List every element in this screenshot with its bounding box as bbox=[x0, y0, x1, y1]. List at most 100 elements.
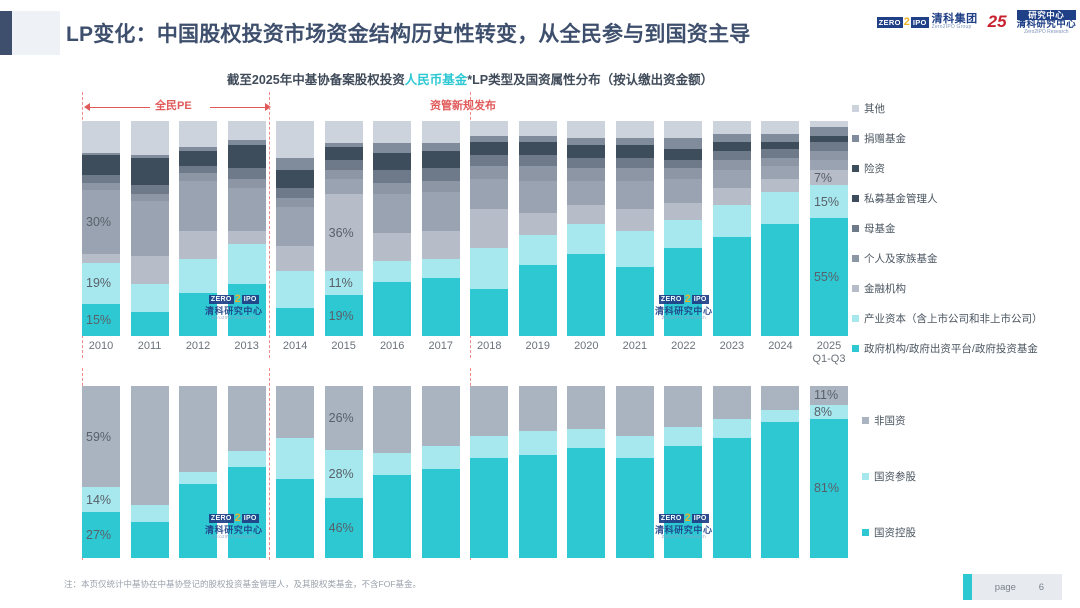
bar-segment: 11% bbox=[324, 271, 363, 296]
bar-2015: 36% 11% 19% bbox=[324, 121, 363, 336]
bar-2017 bbox=[421, 386, 460, 558]
legend-swatch-icon bbox=[852, 314, 859, 322]
x-tick-2022: 2022 bbox=[671, 340, 696, 352]
legend-item[interactable]: 捐赠基金 bbox=[852, 123, 1080, 153]
bar-segment bbox=[615, 157, 654, 169]
legend-swatch-icon bbox=[852, 254, 859, 262]
legend-item[interactable]: 金融机构 bbox=[852, 273, 1080, 303]
bar-segment bbox=[615, 458, 654, 558]
bar-segment bbox=[276, 187, 315, 199]
bar-segment bbox=[615, 267, 654, 336]
bar-segment bbox=[567, 168, 606, 182]
bar-segment-label: 7% bbox=[813, 170, 833, 185]
bar-segment bbox=[470, 142, 509, 156]
bar-segment: 81% bbox=[809, 418, 848, 558]
bar-2016 bbox=[373, 121, 412, 336]
watermark-name-cn: 清科研究中心 bbox=[655, 525, 713, 535]
bar-segment bbox=[373, 194, 412, 233]
legend-swatch-icon bbox=[862, 528, 869, 536]
bar-segment-label: 30% bbox=[86, 215, 112, 230]
bar-segment bbox=[664, 427, 703, 447]
bar-segment bbox=[82, 174, 120, 184]
bar-segment-label: 8% bbox=[813, 404, 833, 419]
bar-segment bbox=[470, 209, 509, 248]
bar-segment bbox=[421, 386, 460, 447]
bar-segment bbox=[712, 437, 751, 558]
header-accent-bar bbox=[0, 11, 12, 55]
bar-segment bbox=[373, 183, 412, 195]
bar-segment bbox=[324, 179, 363, 195]
group-name-en: Zero2IPO Group bbox=[931, 24, 972, 30]
x-tick-2016: 2016 bbox=[379, 340, 405, 352]
bar-segment bbox=[179, 181, 218, 231]
legend-item[interactable]: 私募基金管理人 bbox=[852, 183, 1080, 213]
bar-segment bbox=[809, 136, 848, 143]
legend-swatch-icon bbox=[852, 164, 859, 172]
bar-segment bbox=[373, 260, 412, 283]
bar-segment bbox=[130, 504, 169, 522]
legend-item[interactable]: 国资控股 bbox=[862, 504, 1080, 560]
bar-segment bbox=[518, 136, 557, 143]
bar-segment bbox=[276, 206, 315, 246]
bar-2020 bbox=[567, 121, 606, 336]
bar-segment bbox=[518, 234, 557, 266]
bar-segment bbox=[809, 151, 848, 160]
bar-segment bbox=[761, 148, 800, 158]
bar-segment bbox=[227, 451, 266, 467]
bar-2024 bbox=[761, 121, 800, 336]
legend-item[interactable]: 母基金 bbox=[852, 213, 1080, 243]
bar-segment bbox=[227, 386, 266, 452]
bar-segment bbox=[421, 121, 460, 143]
bar-2014 bbox=[276, 121, 315, 336]
bar-segment bbox=[130, 521, 169, 558]
bar-segment-label: 59% bbox=[86, 429, 112, 444]
zero2ipo-badge: ZERO 2 IPO bbox=[876, 16, 929, 28]
legend-item[interactable]: 非国资 bbox=[862, 392, 1080, 448]
legend-state-capital: 非国资 国资参股 国资控股 bbox=[862, 392, 1080, 560]
bar-segment: 28% bbox=[324, 449, 363, 498]
watermark-zero: ZERO bbox=[208, 514, 234, 523]
logo-group: ZERO 2 IPO 清科集团 Zero2IPO Group 25 研究中心 清… bbox=[876, 6, 1076, 38]
bar-segment bbox=[567, 121, 606, 139]
bar-segment bbox=[130, 284, 169, 313]
watermark-name-en: Zero2IPO Research bbox=[211, 315, 256, 320]
bar-segment bbox=[712, 121, 751, 134]
arrow-right-line bbox=[210, 107, 265, 108]
watermark-name-cn: 清科研究中心 bbox=[655, 306, 713, 316]
page-header: LP变化：中国股权投资市场资金结构历史性转变，从全民参与到国资主导 bbox=[0, 11, 1080, 55]
legend-item[interactable]: 国资参股 bbox=[862, 448, 1080, 504]
bar-segment bbox=[179, 258, 218, 293]
bar-2025-Q1-Q3: 7% 15% 55% bbox=[809, 121, 848, 336]
x-axis-labels: 2010 2011 2012 2013 2014 2015 2016 2017 2018 2019… bbox=[82, 340, 848, 368]
watermark: ZERO 2 IPO 清科研究中心 Zero2IPO Research bbox=[655, 513, 713, 540]
watermark-two: 2 bbox=[684, 293, 691, 305]
legend-item[interactable]: 其他 bbox=[852, 93, 1080, 123]
bar-segment bbox=[324, 146, 363, 160]
bar-segment bbox=[276, 386, 315, 438]
bar-segment bbox=[615, 386, 654, 436]
legend-item[interactable]: 产业资本（含上市公司和非上市公司） bbox=[852, 303, 1080, 333]
legend-item[interactable]: 政府机构/政府出资平台/政府投资基金 bbox=[852, 333, 1080, 363]
page-title: LP变化：中国股权投资市场资金结构历史性转变，从全民参与到国资主导 bbox=[66, 23, 751, 46]
annotation-quanmin-pe: 全民PE bbox=[155, 100, 192, 112]
bar-segment bbox=[518, 181, 557, 214]
page-number: 6 bbox=[1038, 581, 1044, 593]
bar-segment bbox=[421, 168, 460, 182]
bar-segment bbox=[761, 422, 800, 558]
watermark-ipo: IPO bbox=[691, 514, 709, 523]
watermark-ipo: IPO bbox=[241, 514, 259, 523]
bar-segment bbox=[324, 142, 363, 147]
legend-swatch-icon bbox=[852, 344, 859, 352]
bar-2025-Q1-Q3: 11% 8% 81% bbox=[809, 386, 848, 558]
bar-2011 bbox=[130, 121, 169, 336]
x-tick-2024: 2024 bbox=[768, 340, 793, 352]
bar-segment: 15% bbox=[809, 185, 848, 218]
bar-segment-label: 27% bbox=[86, 527, 112, 542]
legend-item[interactable]: 个人及家族基金 bbox=[852, 243, 1080, 273]
zero2ipo-text-two: 2 bbox=[903, 16, 910, 28]
bar-segment bbox=[373, 121, 412, 143]
state-capital-stacked-bar-chart: 59% 14% 27% 26% 28% 46% 11% 8% 81% bbox=[82, 386, 848, 558]
legend-item[interactable]: 险资 bbox=[852, 153, 1080, 183]
bar-segment bbox=[470, 288, 509, 336]
bar-segment bbox=[324, 159, 363, 171]
